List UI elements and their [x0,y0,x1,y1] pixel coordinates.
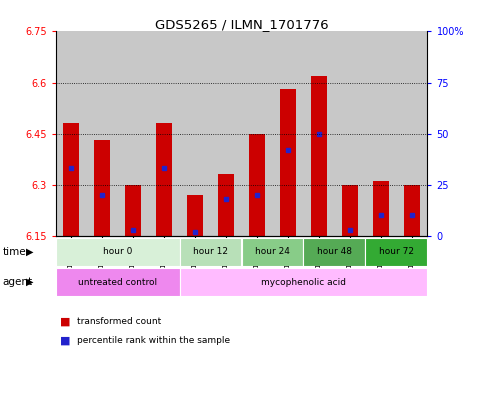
Text: ▶: ▶ [26,247,34,257]
Text: untreated control: untreated control [78,278,157,286]
Bar [180,268,427,296]
Bar [94,140,110,236]
Text: time: time [2,247,26,257]
Bar [303,238,366,266]
Text: percentile rank within the sample: percentile rank within the sample [77,336,230,345]
Bar [303,31,334,236]
Text: hour 12: hour 12 [193,248,228,256]
Bar [187,195,203,236]
Bar [211,31,242,236]
Bar [149,31,180,236]
Bar [242,31,272,236]
Bar [56,268,180,296]
Bar [373,181,389,236]
Bar [56,238,180,266]
Text: ■: ■ [60,317,71,327]
Bar [342,185,358,236]
Text: hour 24: hour 24 [255,248,290,256]
Bar [180,31,211,236]
Bar [117,31,149,236]
Bar [311,76,327,236]
Bar [249,134,265,236]
Bar [125,185,141,236]
Text: hour 48: hour 48 [317,248,352,256]
Bar [397,31,427,236]
Bar [404,185,420,236]
Bar [242,238,303,266]
Text: GDS5265 / ILMN_1701776: GDS5265 / ILMN_1701776 [155,18,328,31]
Text: ■: ■ [60,335,71,345]
Bar [63,123,79,236]
Bar [86,31,117,236]
Bar [156,123,172,236]
Text: transformed count: transformed count [77,318,161,326]
Bar [334,31,366,236]
Bar [180,238,242,266]
Text: ▶: ▶ [26,277,34,287]
Bar [280,89,296,236]
Bar [366,31,397,236]
Bar [56,31,86,236]
Text: mycophenolic acid: mycophenolic acid [261,278,346,286]
Bar [272,31,303,236]
Text: hour 72: hour 72 [379,248,414,256]
Text: hour 0: hour 0 [103,248,132,256]
Bar [218,174,234,236]
Bar [366,238,427,266]
Text: agent: agent [2,277,32,287]
